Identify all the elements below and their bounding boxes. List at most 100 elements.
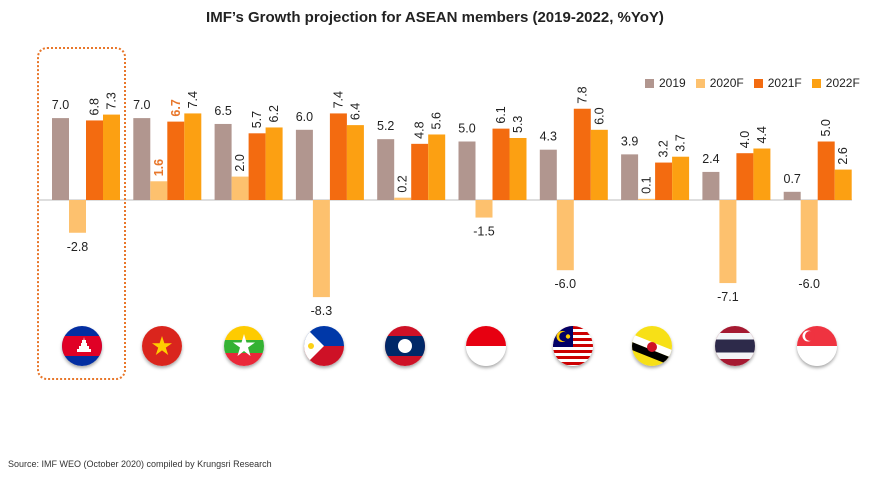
- singapore-flag-icon: [797, 326, 837, 366]
- bar-cambodia-2019: [52, 118, 69, 200]
- value-label-indonesia-2021f: 6.1: [494, 106, 508, 123]
- value-label-myanmar-2020f: 2.0: [233, 154, 247, 171]
- value-label-singapore-2022f: 2.6: [836, 147, 850, 164]
- bar-philippines-2022f: [346, 125, 364, 200]
- value-label-malaysia-2020f: -6.0: [555, 277, 577, 291]
- value-label-thailand-2020f: -7.1: [717, 290, 739, 304]
- bar-vietnam-2020f: [150, 181, 168, 200]
- bar-brunei-2019: [621, 154, 639, 200]
- value-label-laos-2019: 5.2: [377, 119, 394, 133]
- value-label-malaysia-2021f: 7.8: [575, 86, 589, 103]
- bar-myanmar-2019: [214, 123, 232, 200]
- bar-malaysia-2021f: [573, 108, 591, 200]
- value-label-indonesia-2020f: -1.5: [473, 225, 495, 239]
- value-label-malaysia-2022f: 6.0: [592, 107, 606, 124]
- vietnam-flag-icon: [142, 326, 182, 366]
- brunei-flag-icon: [632, 326, 672, 366]
- bar-singapore-2022f: [834, 169, 852, 200]
- value-label-philippines-2022f: 6.4: [348, 103, 362, 120]
- bar-indonesia-2022f: [509, 137, 527, 200]
- bar-brunei-2021f: [655, 162, 673, 200]
- bar-cambodia-2021f: [86, 120, 103, 200]
- legend-item-2020f: 2020F: [695, 76, 744, 90]
- bar-laos-2022f: [428, 134, 446, 200]
- legend-swatch-2021f: [753, 78, 763, 88]
- legend-label-2019: 2019: [659, 76, 686, 90]
- laos-flag-icon: [385, 326, 425, 366]
- value-label-thailand-2022f: 4.4: [755, 126, 769, 143]
- bar-indonesia-2021f: [492, 128, 510, 200]
- bar-philippines-2021f: [329, 113, 347, 200]
- bar-malaysia-2022f: [590, 129, 608, 200]
- value-label-philippines-2019: 6.0: [296, 110, 313, 124]
- value-label-cambodia-2022f: 7.3: [105, 92, 119, 109]
- value-label-singapore-2020f: -6.0: [798, 277, 820, 291]
- bar-brunei-2020f: [638, 198, 656, 200]
- bar-thailand-2020f: [719, 200, 737, 284]
- bar-vietnam-2021f: [167, 121, 185, 200]
- legend-swatch-2020f: [695, 78, 705, 88]
- value-label-philippines-2020f: -8.3: [311, 304, 333, 318]
- value-label-vietnam-2020f: 1.6: [152, 159, 166, 176]
- bar-malaysia-2020f: [556, 200, 574, 271]
- bar-laos-2021f: [411, 143, 429, 200]
- legend-label-2020f: 2020F: [709, 76, 744, 90]
- legend-item-2022f: 2022F: [811, 76, 860, 90]
- malaysia-flag-icon: [553, 326, 593, 366]
- value-label-thailand-2019: 2.4: [702, 152, 719, 166]
- bar-singapore-2020f: [800, 200, 818, 271]
- legend-item-2021f: 2021F: [753, 76, 802, 90]
- value-label-brunei-2022f: 3.7: [674, 134, 688, 151]
- myanmar-flag-icon: [224, 326, 264, 366]
- value-label-malaysia-2019: 4.3: [540, 130, 557, 144]
- value-label-laos-2021f: 4.8: [413, 121, 427, 138]
- value-label-myanmar-2022f: 6.2: [267, 105, 281, 122]
- value-label-cambodia-2019: 7.0: [52, 98, 69, 112]
- value-labels-group: 7.0-2.86.8 7.3 7.01.66.7 7.46.52.05.7 6.2 6.0…: [52, 86, 850, 318]
- value-label-brunei-2019: 3.9: [621, 134, 638, 148]
- cambodia-flag-icon: [62, 326, 102, 366]
- value-label-vietnam-2022f: 7.4: [186, 91, 200, 108]
- value-label-singapore-2021f: 5.0: [819, 119, 833, 136]
- legend-label-2021f: 2021F: [767, 76, 802, 90]
- bar-indonesia-2020f: [475, 200, 493, 218]
- bar-philippines-2019: [295, 129, 313, 200]
- source-note: Source: IMF WEO (October 2020) compiled …: [8, 459, 272, 469]
- legend-swatch-2019: [645, 78, 654, 88]
- value-label-indonesia-2019: 5.0: [458, 122, 475, 136]
- bars-group: [52, 108, 852, 298]
- bar-myanmar-2021f: [248, 133, 266, 200]
- thailand-flag-icon: [715, 326, 755, 366]
- legend-swatch-2022f: [811, 78, 821, 88]
- bar-cambodia-2022f: [103, 114, 120, 200]
- bar-thailand-2021f: [736, 153, 754, 200]
- bar-brunei-2022f: [672, 156, 690, 200]
- value-label-singapore-2019: 0.7: [784, 172, 801, 186]
- value-label-cambodia-2020f: -2.8: [67, 240, 89, 254]
- philippines-flag-icon: [304, 326, 344, 366]
- value-label-laos-2022f: 5.6: [430, 112, 444, 129]
- bar-singapore-2019: [783, 191, 801, 200]
- value-label-vietnam-2019: 7.0: [133, 98, 150, 112]
- bar-indonesia-2019: [458, 141, 476, 200]
- legend-item-2019: 2019: [645, 76, 686, 90]
- bar-vietnam-2022f: [184, 113, 202, 200]
- value-label-brunei-2021f: 3.2: [657, 140, 671, 157]
- value-label-cambodia-2021f: 6.8: [88, 98, 102, 115]
- value-label-laos-2020f: 0.2: [396, 175, 410, 192]
- bar-thailand-2022f: [753, 148, 771, 200]
- legend: 2019 2020F 2021F 2022F: [645, 76, 860, 90]
- bar-singapore-2021f: [817, 141, 835, 200]
- value-label-indonesia-2022f: 5.3: [511, 116, 525, 133]
- bar-vietnam-2019: [133, 118, 151, 200]
- bar-myanmar-2022f: [265, 127, 283, 200]
- value-label-myanmar-2019: 6.5: [214, 104, 231, 118]
- indonesia-flag-icon: [466, 326, 506, 366]
- chart-title: IMF’s Growth projection for ASEAN member…: [206, 9, 664, 26]
- cambodia-highlight-box: [37, 47, 126, 380]
- bar-laos-2019: [377, 139, 395, 200]
- value-label-brunei-2020f: 0.1: [640, 176, 654, 193]
- value-label-vietnam-2021f: 6.7: [169, 99, 183, 116]
- bar-myanmar-2020f: [231, 176, 249, 200]
